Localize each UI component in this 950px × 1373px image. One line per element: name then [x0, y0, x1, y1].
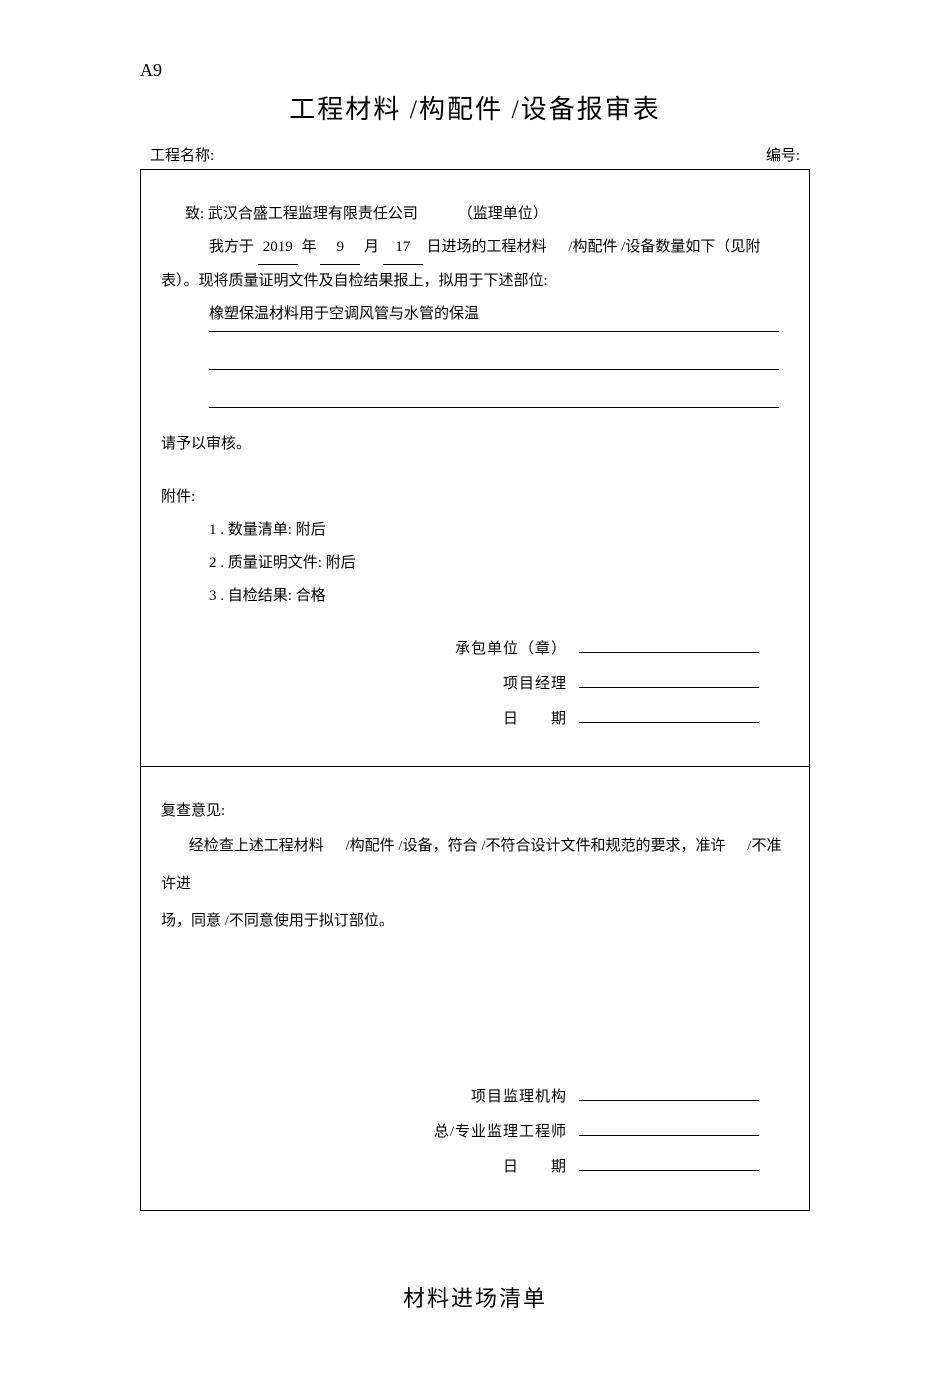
- usage-text: 橡塑保温材料用于空调风管与水管的保温: [209, 306, 479, 322]
- we-prefix: 我方于: [209, 239, 254, 255]
- sig-date-line-1[interactable]: [579, 705, 759, 723]
- review-1b: /构配件 /设备，符合 /不符合设计文件和规范的要求，准许: [346, 838, 726, 854]
- project-name-label: 工程名称:: [150, 144, 214, 165]
- to-prefix: 致:: [185, 206, 204, 222]
- sig-date-line-2[interactable]: [579, 1153, 759, 1171]
- usage-line-1[interactable]: 橡塑保温材料用于空调风管与水管的保温: [209, 298, 779, 332]
- year-value[interactable]: 2019: [258, 231, 298, 265]
- form-code: A9: [140, 60, 900, 81]
- sig-contractor-line[interactable]: [579, 635, 759, 653]
- day-value[interactable]: 17: [383, 231, 423, 265]
- line3: 表）。现将质量证明文件及自检结果报上，拟用于下述部位:: [161, 265, 789, 298]
- review-text: 经检查上述工程材料 /构配件 /设备，符合 /不符合设计文件和规范的要求，准许 …: [161, 828, 789, 903]
- sig-contractor-label: 承包单位（章）: [437, 633, 567, 666]
- sig-engineer-line[interactable]: [579, 1118, 759, 1136]
- sig-date-label-2: 日 期: [437, 1151, 567, 1184]
- attach-1: 1 . 数量清单: 附后: [161, 514, 789, 547]
- applicant-signatures: 承包单位（章） 项目经理 日 期: [161, 633, 789, 736]
- usage-line-2[interactable]: [209, 342, 779, 370]
- sig-supervisor-org-label: 项目监理机构: [437, 1081, 567, 1114]
- day-suffix: 日进场的工程材料: [427, 239, 547, 255]
- header-row: 工程名称: 编号:: [140, 144, 810, 165]
- subtitle: 材料进场清单: [50, 1281, 900, 1313]
- attach-3: 3 . 自检结果: 合格: [161, 580, 789, 613]
- month-label: 月: [364, 239, 379, 255]
- to-suffix: （监理单位）: [458, 206, 548, 222]
- date-line: 我方于 2019 年 9 月 17 日进场的工程材料 /构配件 /设备数量如下（…: [161, 231, 789, 265]
- please-review: 请予以审核。: [161, 428, 789, 461]
- review-section: 复查意见: 经检查上述工程材料 /构配件 /设备，符合 /不符合设计文件和规范的…: [141, 767, 809, 1210]
- sig-manager-label: 项目经理: [437, 668, 567, 701]
- usage-line-3[interactable]: [209, 380, 779, 408]
- attach-2: 2 . 质量证明文件: 附后: [161, 547, 789, 580]
- page-title: 工程材料 /构配件 /设备报审表: [50, 89, 900, 126]
- applicant-section: 致: 武汉合盛工程监理有限责任公司 （监理单位） 我方于 2019 年 9 月 …: [141, 170, 809, 767]
- sig-manager-line[interactable]: [579, 670, 759, 688]
- review-1a: 经检查上述工程材料: [189, 838, 324, 854]
- review-label: 复查意见:: [161, 795, 789, 828]
- form-box: 致: 武汉合盛工程监理有限责任公司 （监理单位） 我方于 2019 年 9 月 …: [140, 169, 810, 1211]
- number-label: 编号:: [766, 144, 800, 165]
- to-company: 武汉合盛工程监理有限责任公司: [208, 206, 418, 222]
- sig-engineer-label: 总/专业监理工程师: [434, 1116, 567, 1149]
- sig-supervisor-org-line[interactable]: [579, 1083, 759, 1101]
- addressee-line: 致: 武汉合盛工程监理有限责任公司 （监理单位）: [161, 198, 789, 231]
- reviewer-signatures: 项目监理机构 总/专业监理工程师 日 期: [161, 1081, 789, 1184]
- year-label: 年: [302, 239, 317, 255]
- attachment-label: 附件:: [161, 481, 789, 514]
- month-value[interactable]: 9: [320, 231, 360, 265]
- sig-date-label-1: 日 期: [437, 703, 567, 736]
- review-line2: 场，同意 /不同意使用于拟订部位。: [161, 903, 789, 941]
- line2-suffix: /构配件 /设备数量如下（见附: [568, 239, 760, 255]
